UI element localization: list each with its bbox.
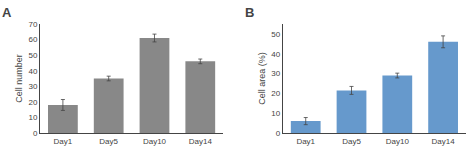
svg-text:10: 10 xyxy=(271,109,280,118)
svg-text:Day14: Day14 xyxy=(432,137,456,146)
svg-text:Day10: Day10 xyxy=(143,137,167,146)
svg-text:50: 50 xyxy=(271,30,280,39)
svg-text:Day5: Day5 xyxy=(99,137,118,146)
svg-text:10: 10 xyxy=(28,113,37,122)
svg-text:Cell area (%): Cell area (%) xyxy=(257,52,267,105)
svg-text:0: 0 xyxy=(33,129,38,138)
svg-text:30: 30 xyxy=(28,82,37,91)
svg-text:20: 20 xyxy=(28,98,37,107)
svg-text:40: 40 xyxy=(271,50,280,59)
svg-text:Day1: Day1 xyxy=(296,137,315,146)
svg-text:60: 60 xyxy=(28,35,37,44)
svg-text:B: B xyxy=(245,5,254,20)
svg-text:Day14: Day14 xyxy=(189,137,213,146)
svg-text:A: A xyxy=(2,5,12,20)
svg-text:Day1: Day1 xyxy=(54,137,73,146)
svg-text:70: 70 xyxy=(28,20,37,29)
svg-text:20: 20 xyxy=(271,89,280,98)
svg-text:40: 40 xyxy=(28,67,37,76)
svg-text:30: 30 xyxy=(271,69,280,78)
svg-text:Day10: Day10 xyxy=(386,137,410,146)
svg-text:Day5: Day5 xyxy=(342,137,361,146)
svg-text:Cell number: Cell number xyxy=(14,54,24,103)
svg-text:0: 0 xyxy=(276,129,281,138)
svg-text:50: 50 xyxy=(28,51,37,60)
